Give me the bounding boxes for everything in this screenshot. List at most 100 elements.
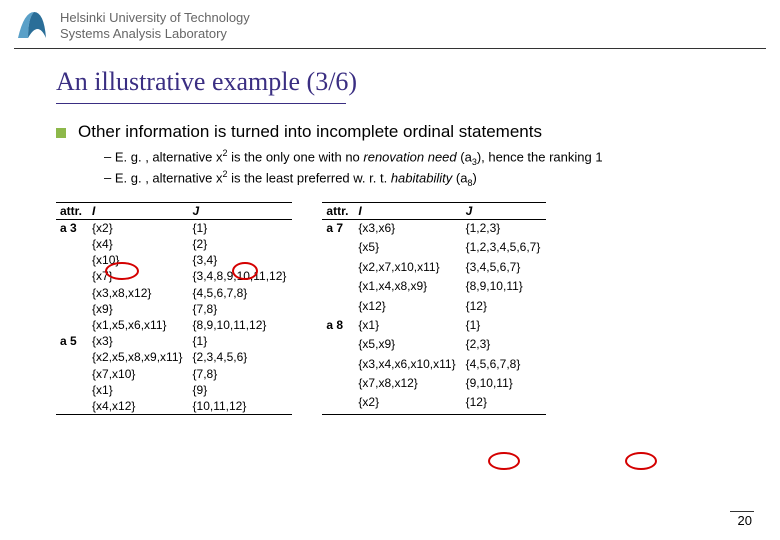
cell-i: {x3,x4,x6,x10,x11} (354, 356, 461, 375)
table-row: {x4}{2} (56, 236, 292, 252)
cell-j: {8,9,10,11,12} (189, 317, 293, 333)
table-row: {x4,x12}{10,11,12} (56, 398, 292, 415)
table-row: {x7,x8,x12}{9,10,11} (322, 375, 546, 394)
th-j: J (462, 202, 547, 219)
cell-i: {x3} (88, 333, 189, 349)
square-bullet-icon (56, 128, 66, 138)
table-row: {x1,x4,x8,x9}{8,9,10,11} (322, 278, 546, 297)
cell-i: {x2,x5,x8,x9,x11} (88, 349, 189, 365)
cell-attr (56, 285, 88, 301)
cell-attr (56, 252, 88, 268)
sub-item-2: E. g. , alternative x2 is the least pref… (104, 169, 750, 188)
cell-i: {x4} (88, 236, 189, 252)
th-i: I (354, 202, 461, 219)
cell-attr: a 5 (56, 333, 88, 349)
bullet-text: Other information is turned into incompl… (78, 122, 542, 142)
page-number: 20 (738, 513, 752, 528)
sub-list: E. g. , alternative x2 is the only one w… (56, 148, 750, 188)
cell-attr (56, 382, 88, 398)
cell-attr (322, 356, 354, 375)
cell-attr (56, 317, 88, 333)
cell-i: {x1,x4,x8,x9} (354, 278, 461, 297)
cell-j: {7,8} (189, 366, 293, 382)
cell-i: {x5} (354, 239, 461, 258)
table-row: {x9}{7,8} (56, 301, 292, 317)
cell-j: {3,4,5,6,7} (462, 259, 547, 278)
cell-attr (56, 268, 88, 284)
cell-i: {x10} (88, 252, 189, 268)
cell-j: {12} (462, 298, 547, 317)
table-row: {x1}{9} (56, 382, 292, 398)
sub-item-1: E. g. , alternative x2 is the only one w… (104, 148, 750, 167)
table-row: {x5,x9}{2,3} (322, 336, 546, 355)
table-row: {x5}{1,2,3,4,5,6,7} (322, 239, 546, 258)
table-right: attr. I J a 7{x3,x6}{1,2,3}{x5}{1,2,3,4,… (322, 202, 546, 415)
cell-attr: a 3 (56, 219, 88, 236)
table-row: {x10}{3,4} (56, 252, 292, 268)
header-line-1: Helsinki University of Technology (60, 10, 250, 26)
cell-attr (56, 349, 88, 365)
cell-j: {8,9,10,11} (462, 278, 547, 297)
cell-j: {1,2,3} (462, 219, 547, 239)
cell-j: {2} (189, 236, 293, 252)
cell-attr (322, 278, 354, 297)
cell-attr (322, 298, 354, 317)
logo-icon (14, 8, 50, 44)
table-left: attr. I J a 3{x2}{1}{x4}{2}{x10}{3,4}{x7… (56, 202, 292, 415)
cell-attr (322, 239, 354, 258)
cell-i: {x1} (88, 382, 189, 398)
header-text: Helsinki University of Technology System… (60, 10, 250, 43)
cell-j: {4,5,6,7,8} (189, 285, 293, 301)
cell-attr (56, 398, 88, 415)
cell-attr (322, 259, 354, 278)
page-title: An illustrative example (3/6) (0, 49, 780, 103)
cell-i: {x9} (88, 301, 189, 317)
highlight-circle (625, 452, 657, 470)
cell-attr (56, 366, 88, 382)
cell-i: {x2} (88, 219, 189, 236)
cell-j: {9} (189, 382, 293, 398)
body-content: Other information is turned into incompl… (0, 104, 780, 188)
table-row: {x2,x5,x8,x9,x11}{2,3,4,5,6} (56, 349, 292, 365)
cell-i: {x1} (354, 317, 461, 336)
cell-i: {x7,x8,x12} (354, 375, 461, 394)
table-row: {x1,x5,x6,x11}{8,9,10,11,12} (56, 317, 292, 333)
cell-i: {x3,x8,x12} (88, 285, 189, 301)
cell-j: {3,4} (189, 252, 293, 268)
cell-j: {10,11,12} (189, 398, 293, 415)
cell-attr (322, 336, 354, 355)
table-row: {x3,x8,x12}{4,5,6,7,8} (56, 285, 292, 301)
page-number-rule (730, 511, 754, 512)
table-row: a 8{x1}{1} (322, 317, 546, 336)
cell-j: {3,4,8,9,10,11,12} (189, 268, 293, 284)
cell-i: {x4,x12} (88, 398, 189, 415)
th-attr: attr. (322, 202, 354, 219)
th-attr: attr. (56, 202, 88, 219)
table-row: {x7,x10}{7,8} (56, 366, 292, 382)
cell-j: {4,5,6,7,8} (462, 356, 547, 375)
th-j: J (189, 202, 293, 219)
tables-wrap: attr. I J a 3{x2}{1}{x4}{2}{x10}{3,4}{x7… (0, 190, 780, 415)
table-row: a 3{x2}{1} (56, 219, 292, 236)
table-row: {x7}{3,4,8,9,10,11,12} (56, 268, 292, 284)
table-row: a 7{x3,x6}{1,2,3} (322, 219, 546, 239)
cell-attr (322, 394, 354, 414)
cell-i: {x7} (88, 268, 189, 284)
cell-j: {1} (462, 317, 547, 336)
cell-attr (56, 236, 88, 252)
cell-j: {1} (189, 333, 293, 349)
table-row: {x2}{12} (322, 394, 546, 414)
cell-j: {7,8} (189, 301, 293, 317)
cell-i: {x2,x7,x10,x11} (354, 259, 461, 278)
th-i: I (88, 202, 189, 219)
cell-i: {x3,x6} (354, 219, 461, 239)
table-row: {x12}{12} (322, 298, 546, 317)
cell-i: {x12} (354, 298, 461, 317)
cell-j: {9,10,11} (462, 375, 547, 394)
cell-attr (322, 375, 354, 394)
main-bullet: Other information is turned into incompl… (56, 122, 750, 142)
highlight-circle (488, 452, 520, 470)
cell-j: {12} (462, 394, 547, 414)
cell-j: {1,2,3,4,5,6,7} (462, 239, 547, 258)
cell-j: {2,3} (462, 336, 547, 355)
